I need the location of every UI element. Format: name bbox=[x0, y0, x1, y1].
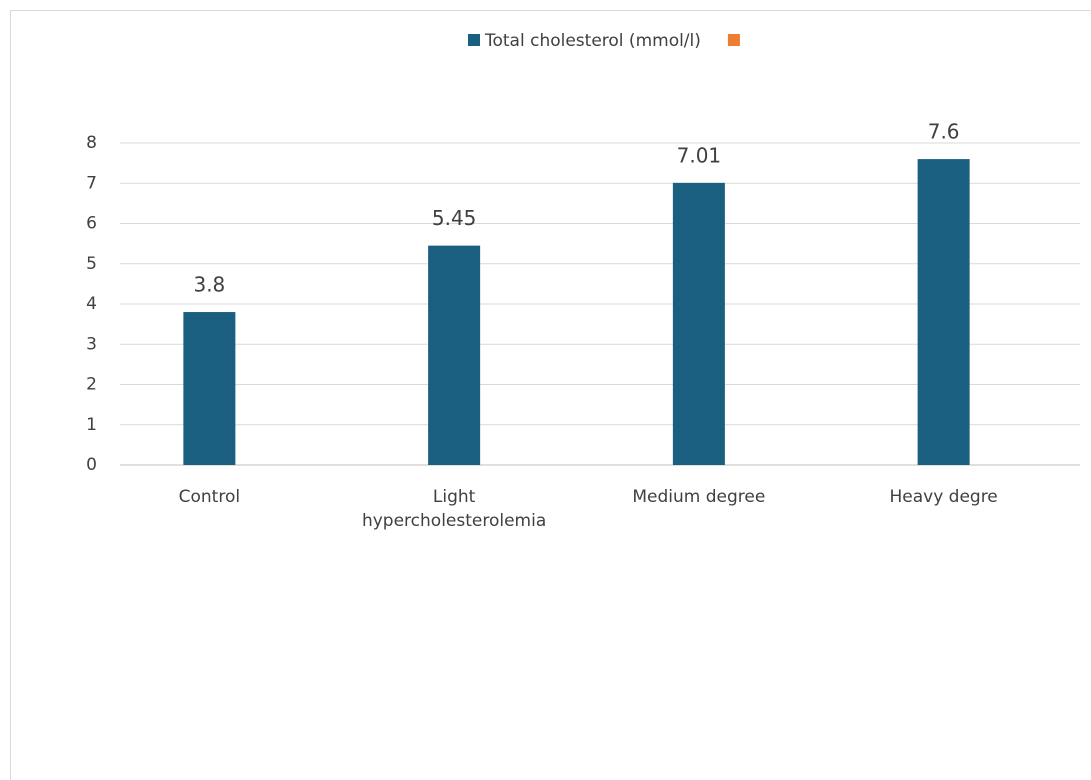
data-label: 3.8 bbox=[193, 273, 225, 297]
x-tick-label: Control bbox=[178, 487, 241, 507]
y-tick-label: 8 bbox=[86, 133, 97, 153]
y-tick-label: 1 bbox=[86, 415, 97, 435]
y-tick-label: 4 bbox=[86, 294, 97, 314]
bar bbox=[917, 159, 970, 465]
x-tick-label: Light hypercholesterolemia bbox=[361, 487, 547, 531]
data-label: 5.45 bbox=[432, 206, 477, 230]
y-tick-label: 2 bbox=[86, 375, 97, 395]
y-tick-label: 5 bbox=[86, 254, 97, 274]
bar bbox=[672, 182, 725, 465]
legend-swatch bbox=[727, 34, 740, 46]
x-tick-label: Medium degree bbox=[632, 487, 766, 507]
data-label: 7.6 bbox=[928, 120, 960, 144]
bar bbox=[183, 312, 236, 465]
y-tick-label: 3 bbox=[86, 334, 97, 354]
y-tick-label: 6 bbox=[86, 214, 97, 234]
x-tick-label: Heavy degre bbox=[889, 487, 998, 507]
data-label: 7.01 bbox=[677, 143, 722, 167]
y-tick-label: 0 bbox=[86, 455, 97, 475]
y-tick-label: 7 bbox=[86, 173, 97, 193]
legend-swatch bbox=[468, 34, 480, 46]
legend-label: Total cholesterol (mmol/l) bbox=[484, 31, 701, 51]
bar bbox=[428, 245, 481, 465]
